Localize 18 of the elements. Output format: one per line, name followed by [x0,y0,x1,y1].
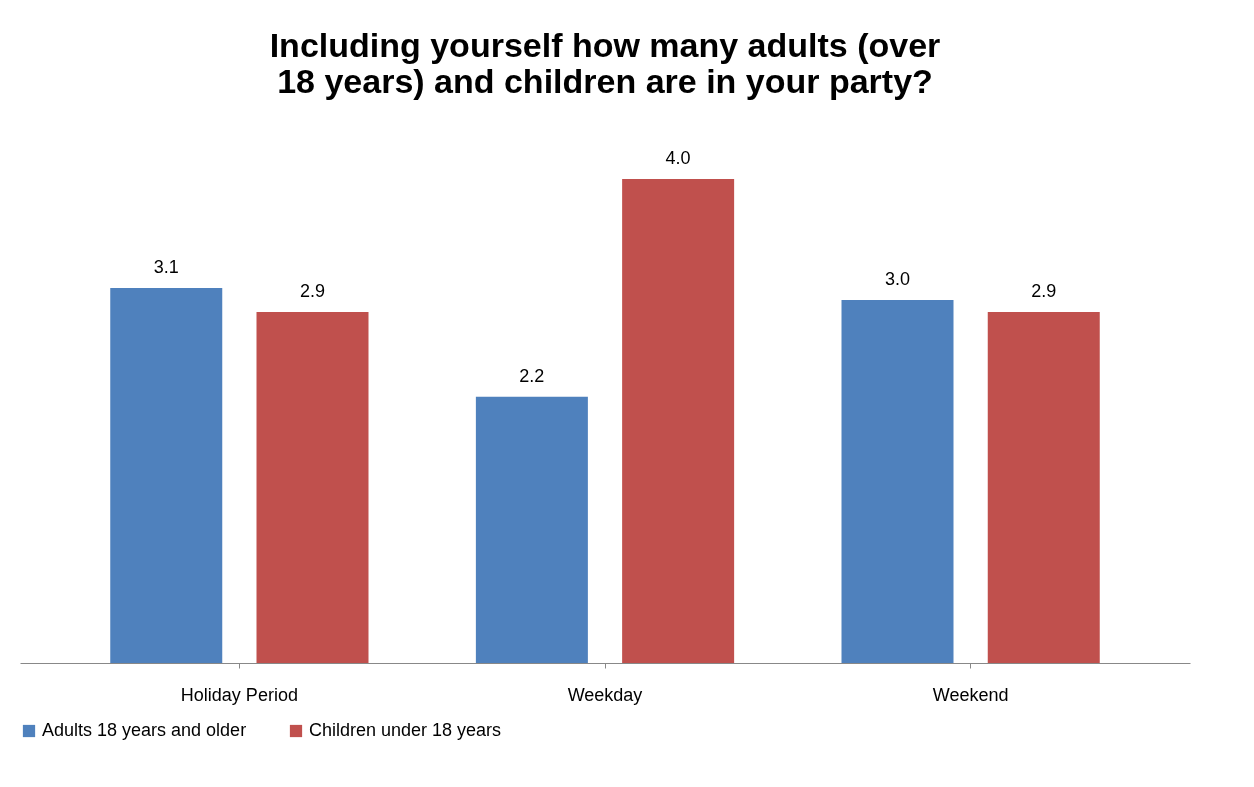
data-label: 2.2 [519,365,545,386]
bar [987,312,1100,663]
data-label: 2.9 [1031,281,1057,302]
data-label: 3.1 [153,256,179,277]
x-tick-label: Weekend [932,684,1009,705]
bar [841,300,954,663]
bar [622,179,735,663]
bar [110,287,223,663]
data-label: 4.0 [665,148,691,168]
chart-title: Including yourself how many adults (over 18 years) and children are in your party? [269,26,941,100]
data-label: 3.0 [884,269,911,289]
bar [256,312,369,663]
bar [475,396,588,663]
data-label: 2.9 [299,281,326,302]
legend-label: Children under 18 years [309,720,502,740]
x-tick-label: Holiday Period [180,684,298,705]
legend-label: Adults 18 years and older [42,720,247,740]
x-tick-label: Weekday [567,684,643,705]
